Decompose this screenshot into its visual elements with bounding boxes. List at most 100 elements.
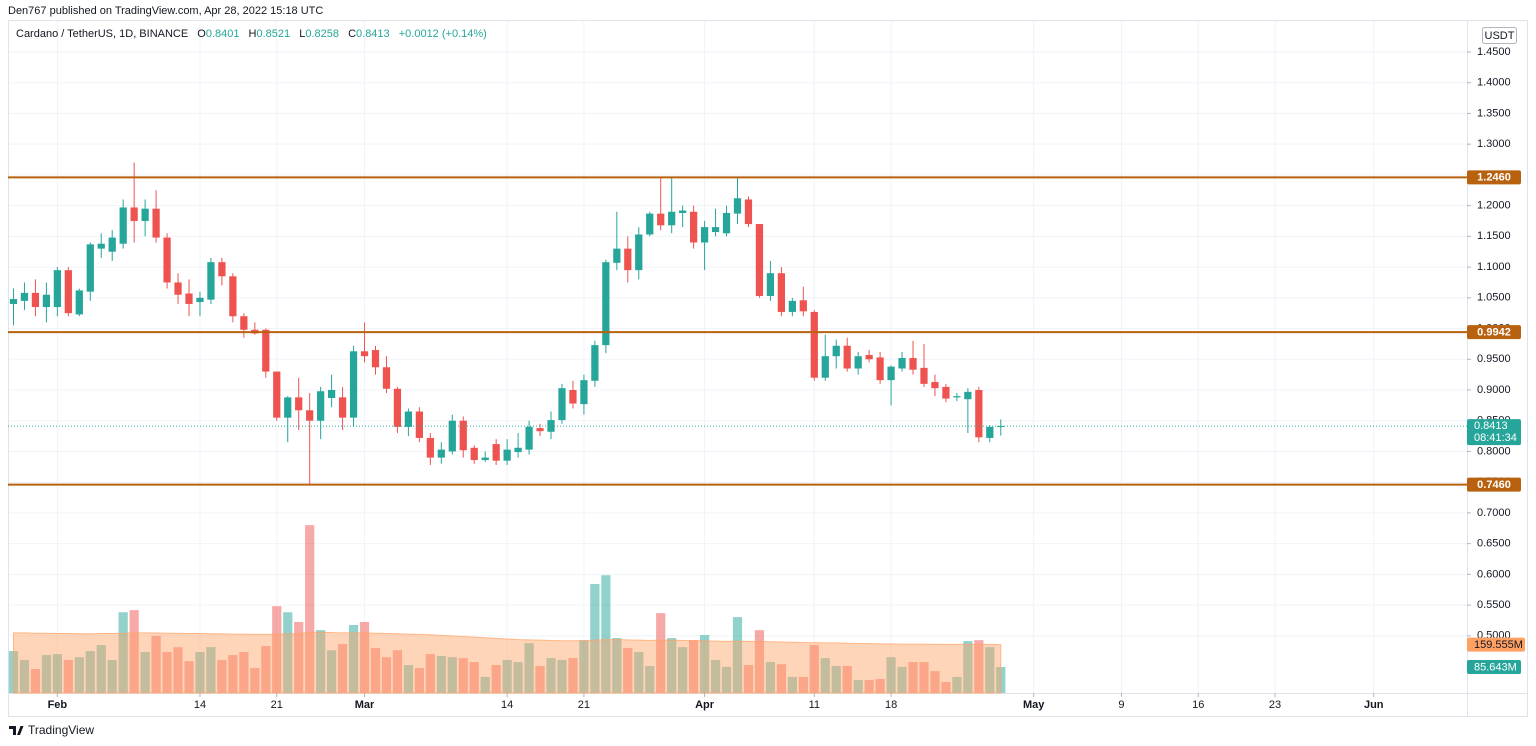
volume-bar (689, 640, 699, 693)
candle-body (426, 437, 434, 458)
volume-bar (634, 652, 644, 693)
volume-bar (491, 665, 501, 693)
y-tick-label: 1.0500 (1477, 292, 1511, 304)
volume-bar (842, 665, 852, 693)
y-tick-label: 1.3500 (1477, 107, 1511, 119)
volume-bar (305, 525, 315, 693)
x-tick-label: Mar (355, 699, 375, 711)
candle-body (31, 292, 40, 308)
y-tick-label: 1.1000 (1477, 261, 1511, 273)
candle-body (843, 345, 851, 369)
x-tick-label: Feb (48, 699, 68, 711)
volume-bar (776, 664, 786, 693)
grid (8, 20, 1467, 693)
ohlc-value: 0.8413 (356, 28, 390, 40)
candle-body (141, 208, 149, 221)
volume-ma-badge (1467, 637, 1525, 652)
candle-body (755, 224, 764, 296)
candle-body (635, 234, 643, 271)
volume-bar (140, 652, 150, 693)
volume-bar (370, 648, 381, 693)
volume-bar (228, 655, 238, 693)
candle-body (690, 211, 698, 243)
candle-body (75, 290, 83, 315)
volume-bar (316, 630, 326, 693)
y-tick-label: 1.1500 (1477, 230, 1511, 242)
last-price-label: 0.8413 (1474, 420, 1508, 432)
x-tick-label: 14 (194, 699, 206, 711)
volume-bar (710, 659, 721, 693)
candle-body (657, 213, 665, 226)
candle-body (284, 397, 292, 418)
candle-body (909, 358, 917, 370)
candle-body (317, 391, 325, 421)
legend: Cardano / TetherUS, 1D, BINANCE O0.8401 … (16, 28, 487, 40)
volume-bar (678, 647, 688, 693)
candle-body (975, 389, 983, 438)
ohlc-key: L (299, 28, 306, 40)
candle-body (810, 311, 818, 378)
x-tick-label: 14 (501, 699, 513, 711)
candle-body (295, 397, 303, 411)
candle-body (613, 248, 621, 263)
volume-bar (897, 666, 907, 693)
volume-bar (985, 647, 995, 693)
volume-bar (645, 665, 655, 693)
candle-body (327, 389, 336, 398)
volume-bar (19, 659, 30, 693)
x-tick-label: Apr (695, 699, 715, 711)
ohlc-value: 0.8258 (305, 28, 339, 40)
candle-body (898, 358, 906, 369)
candle-body (108, 237, 116, 252)
candle-body (262, 329, 270, 372)
volume-bar (699, 635, 710, 693)
volume-ma-label: 159.555M (1474, 639, 1523, 651)
ohlc-value: 0.8401 (205, 28, 240, 40)
x-tick-label: 16 (1192, 699, 1204, 711)
y-tick-label: 0.6000 (1477, 568, 1511, 580)
candle-body (53, 270, 61, 308)
currency-badge (1482, 27, 1517, 44)
x-tick-label: 23 (1269, 699, 1281, 711)
candle-body (887, 366, 895, 381)
volume-bar (206, 647, 216, 693)
y-tick-label: 0.7000 (1477, 507, 1511, 519)
countdown: 08:41:34 (1474, 432, 1517, 444)
volume-bar (381, 657, 392, 693)
candle-body (470, 447, 478, 461)
volume-bar (151, 635, 161, 693)
volume-bar (568, 658, 578, 693)
volume-bar (41, 655, 52, 693)
level-label: 1.2460 (1477, 172, 1511, 184)
volume-bar (820, 658, 830, 693)
last-price-badge (1467, 419, 1521, 446)
volume-bar (107, 659, 117, 693)
volume-bar (579, 640, 589, 693)
candle-body (733, 198, 742, 214)
volume-bar (952, 676, 962, 693)
volume-badge (1467, 660, 1521, 675)
candle-body (744, 199, 753, 225)
volume-bar (173, 647, 183, 693)
candle-body (459, 420, 467, 451)
footer: TradingView (28, 723, 94, 737)
candle-body (624, 248, 632, 271)
volume-bar (359, 621, 370, 693)
candle-body (865, 354, 873, 360)
candle-body (273, 371, 281, 418)
y-tick-label: 1.4000 (1477, 77, 1511, 89)
volume-bar (195, 652, 205, 693)
candle-body (514, 447, 522, 453)
volume-bar (392, 650, 403, 693)
candle-body (525, 426, 533, 450)
volume-bar (458, 658, 468, 693)
volume-bar (294, 621, 304, 693)
candle-body (700, 227, 709, 243)
footer-logo (9, 726, 24, 735)
candle-body (185, 293, 193, 304)
candle-body (448, 420, 456, 452)
candle-body (229, 276, 237, 317)
volume-label: 85.643M (1474, 661, 1517, 673)
candle-body (382, 367, 391, 389)
volume-bar (184, 661, 194, 693)
